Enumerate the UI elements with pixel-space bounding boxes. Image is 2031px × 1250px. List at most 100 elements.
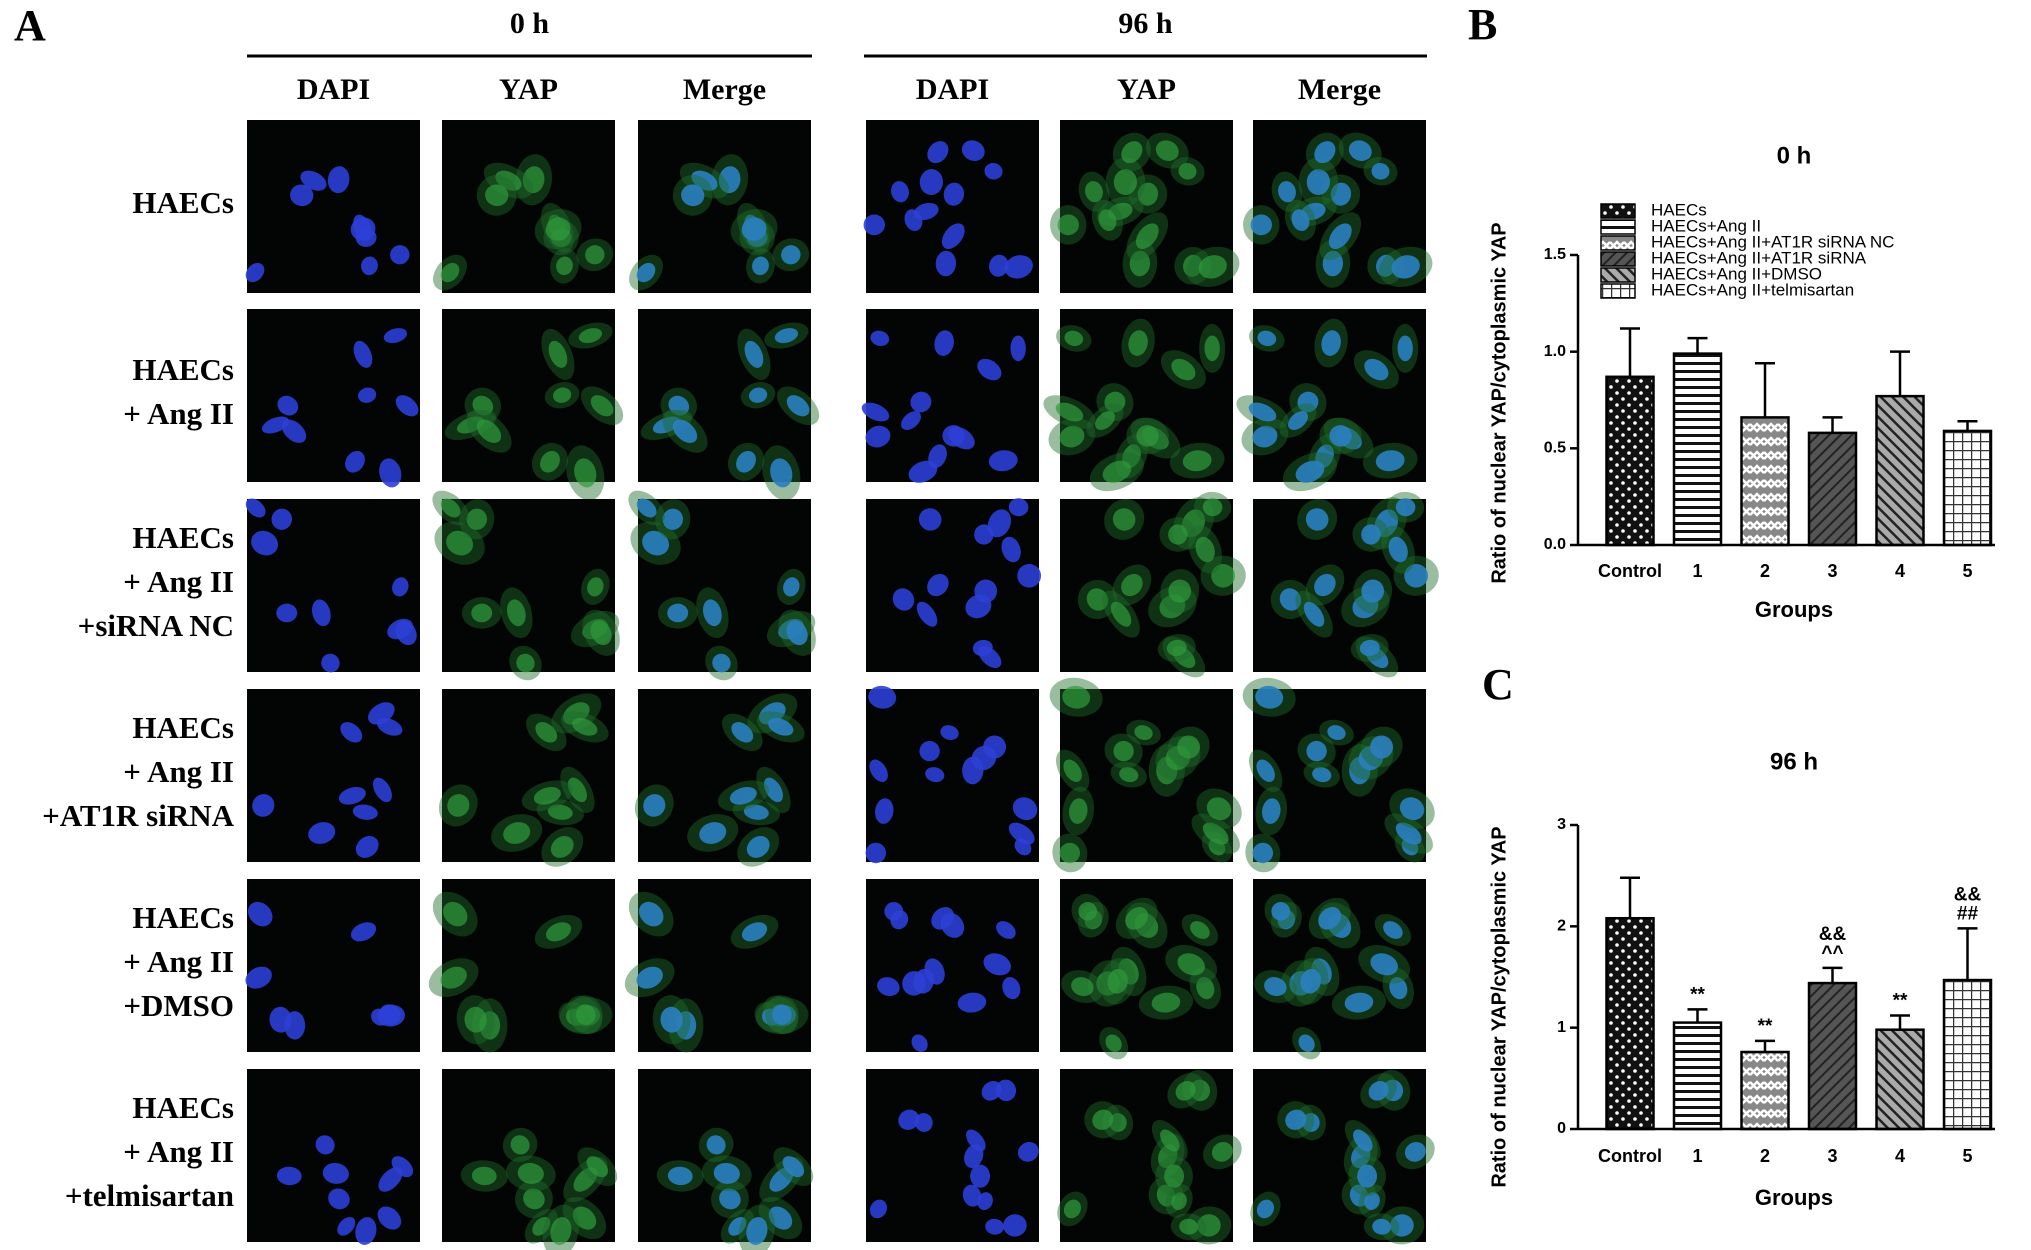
nucleus [377, 1206, 402, 1230]
nucleus [1349, 1184, 1369, 1207]
nucleus [935, 250, 957, 277]
nucleus [281, 419, 307, 443]
nucleus [1108, 1113, 1127, 1132]
nucleus [506, 599, 526, 627]
nucleus [1329, 425, 1352, 447]
nucleus [440, 262, 460, 283]
micrograph [866, 879, 1039, 1052]
group-label: 0 h [510, 7, 550, 40]
micrograph [1060, 491, 1246, 678]
nucleus [1197, 1214, 1221, 1237]
nucleus [869, 1199, 888, 1219]
nucleus [276, 1166, 302, 1186]
nucleus [940, 725, 959, 741]
column-label: YAP [499, 73, 558, 106]
nucleus [572, 1206, 597, 1230]
nucleus [345, 450, 365, 473]
nucleus [523, 1188, 545, 1210]
nucleus [1179, 1218, 1199, 1235]
nucleus [868, 685, 897, 709]
nucleus [574, 458, 597, 488]
nucleus [587, 577, 604, 597]
nucleus [1004, 255, 1033, 279]
micrograph [861, 309, 1039, 483]
nucleus [1288, 411, 1309, 430]
nucleus [728, 1216, 747, 1236]
nucleus [1110, 601, 1132, 627]
micrograph-bg [1060, 689, 1233, 862]
nucleus [1204, 335, 1220, 362]
nucleus [1125, 907, 1149, 930]
column-label: Merge [683, 73, 766, 106]
row-label: HAECs [132, 520, 234, 555]
nucleus [1364, 358, 1389, 381]
nucleus [667, 1166, 693, 1186]
nucleus [352, 804, 378, 820]
legend-label: HAECs+Ang II+telmisartan [1651, 280, 1854, 299]
nucleus [1171, 358, 1196, 381]
nucleus [553, 387, 572, 403]
nucleus [1330, 182, 1352, 206]
panel-label: B [1468, 0, 1497, 49]
nucleus [908, 460, 938, 483]
nucleus [1175, 1080, 1196, 1101]
legend-swatch [1600, 219, 1636, 235]
nucleus [985, 1218, 1005, 1235]
nucleus [1250, 214, 1272, 236]
nucleus [503, 822, 531, 844]
nucleus [1177, 953, 1205, 976]
bar [1672, 1021, 1723, 1131]
nucleus [983, 953, 1011, 976]
nucleus [379, 458, 402, 488]
micrograph-bg [1253, 499, 1426, 672]
nucleus [974, 579, 998, 603]
micrograph [866, 498, 1042, 672]
nucleus [918, 508, 942, 531]
nucleus [1062, 685, 1091, 709]
nucleus [1314, 141, 1336, 164]
nucleus [769, 1167, 794, 1192]
nucleus [919, 169, 944, 196]
nucleus [533, 787, 561, 805]
micrograph [865, 685, 1039, 864]
nucleus [1404, 563, 1429, 588]
nucleus [573, 1167, 598, 1192]
nucleus [870, 330, 890, 347]
micrograph [624, 879, 811, 1053]
nucleus [1121, 573, 1143, 597]
nucleus [540, 450, 560, 473]
nucleus [327, 166, 350, 194]
micrograph [432, 490, 620, 681]
micrograph [628, 490, 816, 681]
nucleus [987, 509, 1012, 538]
nucleus [1059, 425, 1085, 448]
nucleus [957, 992, 987, 1013]
nucleus [1303, 601, 1325, 627]
micrograph [245, 120, 420, 293]
nucleus [988, 450, 1018, 472]
micrograph [245, 879, 420, 1052]
nucleus [585, 245, 605, 265]
nucleus [1364, 1192, 1380, 1211]
legend-swatch [1600, 203, 1636, 219]
nucleus [545, 217, 571, 241]
significance-label: && [1819, 924, 1847, 945]
nucleus [869, 759, 888, 783]
micrograph [433, 120, 615, 293]
x-tick-label: 5 [1962, 1146, 1972, 1166]
nucleus [1374, 509, 1399, 538]
nucleus [471, 1166, 497, 1186]
nucleus [1071, 977, 1094, 997]
nucleus [1256, 1199, 1275, 1219]
row-label: HAECs [132, 900, 234, 935]
nucleus [1086, 588, 1109, 611]
nucleus [984, 162, 1003, 180]
row-label: +telmisartan [65, 1178, 234, 1213]
nucleus [1069, 798, 1088, 824]
nucleus [636, 966, 663, 989]
nucleus [383, 328, 408, 344]
nucleus [350, 217, 376, 241]
y-axis-label: Ratio of nuclear YAP/cytoplasmic YAP [1488, 222, 1510, 583]
